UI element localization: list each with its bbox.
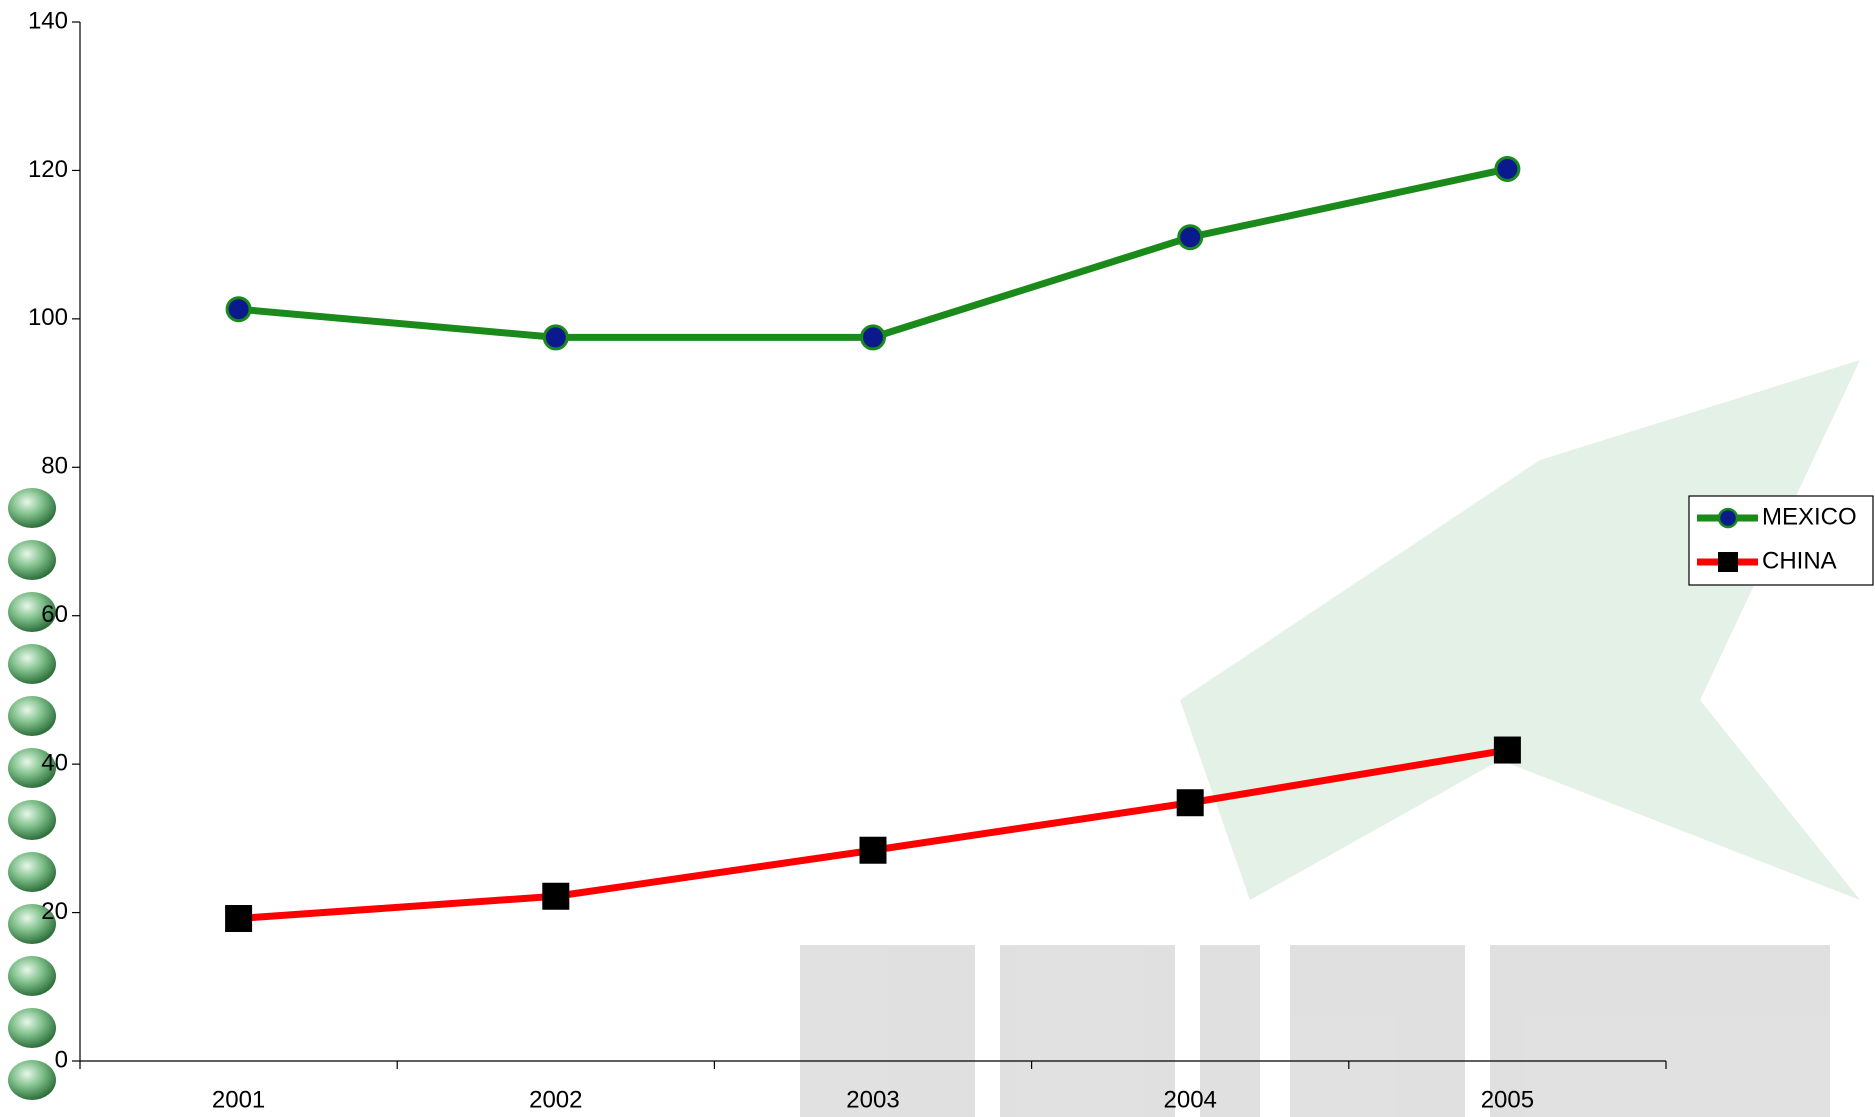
marker [225,905,253,933]
bead [8,488,56,528]
x-tick-label: 2005 [1481,1086,1534,1113]
series-line [238,165,1509,341]
bead [8,696,56,736]
bead [8,956,56,996]
marker [1493,736,1521,764]
marker [1494,155,1521,182]
x-tick-label: 2004 [1164,1086,1217,1113]
decorative-beads [8,488,56,1100]
marker [860,324,886,351]
marker [542,882,570,910]
y-tick-label: 100 [28,304,68,331]
watermark [800,360,1860,1117]
x-tick-label: 2003 [846,1086,899,1113]
marker [542,324,569,351]
bead [8,644,56,684]
y-tick-label: 140 [28,7,68,34]
legend-marker [1718,552,1738,572]
bead [8,592,56,632]
y-tick-label: 20 [41,898,68,925]
legend-label: MEXICO [1762,503,1857,530]
bead [8,904,56,944]
marker [1177,224,1204,251]
bead [8,800,56,840]
bead [8,748,56,788]
y-tick-label: 120 [28,156,68,183]
bead [8,540,56,580]
y-tick-label: 60 [41,601,68,628]
bead [8,1060,56,1100]
marker [225,296,252,323]
x-tick-label: 2001 [212,1086,265,1113]
marker [1176,789,1204,817]
y-tick-label: 40 [41,749,68,776]
y-tick-label: 80 [41,453,68,480]
x-tick-label: 2002 [529,1086,582,1113]
marker [859,836,887,864]
legend-marker [1717,507,1739,529]
bead [8,852,56,892]
bead [8,1008,56,1048]
plot-area: 0 20 40 60 80 100 120 140 2001 2002 2003 2004 2005 [28,7,1667,1113]
y-tick-label: 0 [55,1046,68,1073]
legend-label: CHINA [1762,547,1837,574]
